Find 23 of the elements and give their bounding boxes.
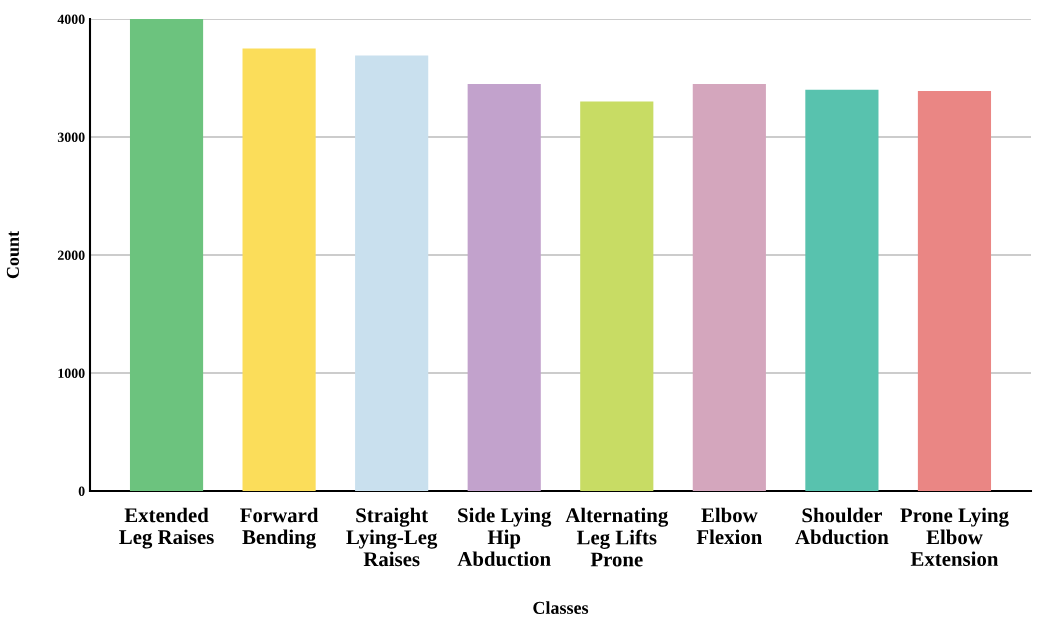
x-tick-label: Alternating Leg Lifts Prone bbox=[565, 507, 669, 567]
bar bbox=[692, 83, 766, 491]
x-tick-label: Prone Lying Elbow Extension bbox=[900, 507, 1009, 567]
y-tick-label: 4000 bbox=[57, 14, 85, 24]
x-tick-label: Elbow Flexion bbox=[696, 507, 763, 545]
bar bbox=[805, 89, 879, 491]
bar bbox=[242, 48, 316, 491]
bar bbox=[917, 90, 992, 491]
bar bbox=[580, 101, 654, 491]
x-tick-label: Shoulder Abduction bbox=[795, 507, 889, 545]
y-tick-label: 0 bbox=[78, 486, 85, 496]
bar bbox=[355, 55, 429, 491]
bar bbox=[467, 83, 541, 491]
y-tick-label: 1000 bbox=[58, 368, 85, 378]
x-tick-label: Forward Bending bbox=[240, 507, 319, 549]
y-tick-label: 3000 bbox=[57, 132, 85, 142]
x-axis-title: Classes bbox=[533, 601, 589, 614]
y-tick-label: 2000 bbox=[57, 250, 85, 260]
bar bbox=[129, 19, 204, 491]
x-tick-label: Extended Leg Raises bbox=[119, 507, 214, 549]
x-tick-label: Side Lying Hip Abduction bbox=[457, 507, 552, 567]
y-axis-title: Count bbox=[6, 231, 20, 279]
x-tick-label: Straight Lying-Leg Raises bbox=[346, 507, 438, 567]
